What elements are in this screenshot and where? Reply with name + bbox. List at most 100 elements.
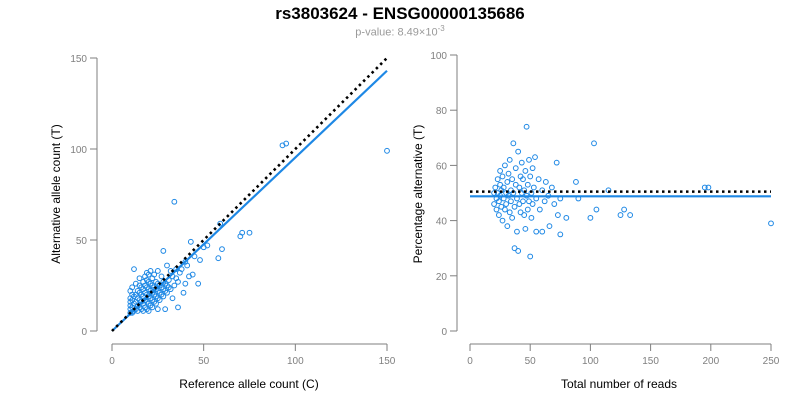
p-value-exponent: -3 — [437, 24, 445, 33]
data-point — [563, 214, 570, 221]
data-point — [169, 295, 176, 302]
data-point — [142, 289, 148, 296]
data-point — [503, 201, 510, 207]
data-point — [167, 286, 174, 293]
y-tick-label: 60 — [436, 161, 448, 172]
x-tick-label: 200 — [702, 356, 719, 367]
data-point — [143, 306, 150, 313]
data-point — [145, 300, 152, 307]
data-point — [504, 223, 511, 230]
data-point — [195, 280, 202, 287]
data-point — [129, 284, 136, 291]
data-point — [184, 262, 191, 269]
data-point — [498, 203, 505, 210]
data-point — [136, 289, 143, 296]
y-tick-label: 100 — [430, 51, 447, 62]
y-tick-label: 0 — [441, 327, 447, 338]
data-point — [149, 282, 156, 289]
data-point — [215, 255, 222, 262]
data-point — [129, 291, 136, 298]
data-point — [145, 308, 152, 314]
fit-line — [111, 69, 388, 332]
data-point — [554, 212, 561, 218]
data-point — [131, 266, 137, 273]
data-point — [171, 198, 178, 205]
data-point — [142, 282, 148, 289]
data-point — [499, 217, 506, 224]
data-point — [197, 257, 203, 263]
data-point — [491, 201, 497, 207]
data-point — [591, 140, 597, 147]
data-point — [187, 238, 194, 245]
x-axis-label: Reference allele count (C) — [179, 377, 318, 391]
x-tick-label: 0 — [467, 356, 473, 367]
data-point — [136, 282, 143, 289]
chart-title: rs3803624 - ENSG00000135686 — [275, 4, 525, 23]
data-point — [153, 293, 159, 300]
data-point — [153, 300, 159, 307]
data-point — [523, 123, 530, 130]
y-tick-label: 150 — [70, 54, 87, 65]
x-tick-label: 100 — [287, 356, 304, 367]
scatter-chart-percentage: Total number of reads Percentage alterna… — [411, 51, 780, 391]
data-point — [175, 278, 181, 285]
p-value-text: p-value: 8.49×10 — [355, 26, 438, 39]
data-point — [524, 206, 531, 213]
data-point — [145, 278, 152, 285]
data-point — [573, 179, 579, 185]
data-point — [134, 288, 141, 294]
data-point — [516, 184, 523, 191]
data-point — [541, 198, 548, 205]
data-point — [701, 184, 708, 191]
data-point — [502, 162, 508, 169]
data-point — [178, 266, 185, 273]
x-tick-label: 250 — [763, 356, 780, 367]
data-point — [147, 268, 154, 274]
data-point — [154, 306, 161, 313]
data-point — [705, 184, 712, 191]
data-point — [548, 184, 555, 191]
data-point — [512, 181, 519, 188]
data-point — [149, 289, 156, 296]
data-point — [510, 140, 517, 147]
data-point — [508, 198, 514, 205]
data-point — [522, 225, 529, 232]
data-point — [522, 168, 529, 174]
x-axis-label: Total number of reads — [561, 377, 677, 391]
data-point — [204, 242, 211, 249]
data-point — [593, 206, 600, 213]
data-point — [160, 286, 167, 293]
y-tick-label: 0 — [81, 327, 87, 338]
data-point — [527, 173, 534, 180]
data-point — [539, 228, 546, 235]
data-point — [557, 231, 564, 238]
data-point — [494, 176, 501, 183]
data-point — [497, 181, 503, 188]
data-point — [532, 154, 538, 161]
data-point — [153, 278, 159, 285]
y-tick-label: 100 — [70, 145, 87, 156]
data-point — [529, 165, 536, 172]
data-point — [246, 229, 253, 236]
data-point — [533, 228, 540, 235]
data-point — [627, 212, 634, 218]
data-point — [147, 280, 154, 287]
data-point — [492, 184, 499, 191]
data-point — [495, 212, 502, 218]
data-point — [621, 206, 628, 213]
data-point — [530, 184, 537, 191]
data-point — [514, 228, 520, 235]
data-point — [175, 304, 181, 311]
data-point — [526, 198, 532, 205]
data-point — [162, 306, 169, 313]
data-point — [518, 159, 525, 166]
y-axis-label: Percentage alternative (T) — [411, 125, 425, 264]
data-point — [156, 297, 163, 303]
data-point — [768, 220, 774, 227]
data-point — [151, 271, 158, 278]
data-point — [500, 184, 507, 191]
data-point — [509, 176, 516, 183]
data-point — [162, 288, 169, 294]
data-point — [149, 297, 156, 303]
data-point — [165, 284, 172, 291]
